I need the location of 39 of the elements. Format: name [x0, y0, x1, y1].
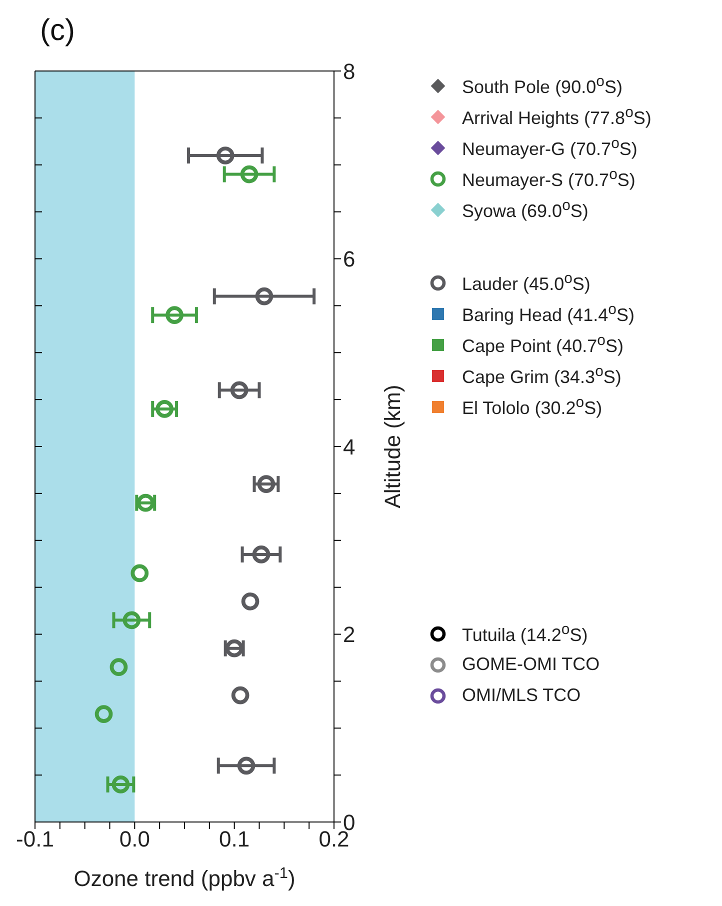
- legend-label: Baring Head (41.4$^{o}$S): [462, 301, 634, 326]
- point: [112, 776, 130, 794]
- point: [241, 592, 260, 610]
- point: [237, 756, 256, 775]
- point: [122, 611, 141, 630]
- point: [230, 381, 248, 400]
- legend-label: El Tololo (30.2$^{o}$S): [462, 394, 602, 419]
- point: [166, 306, 184, 324]
- legend-label: Arrival Heights (77.8$^{o}$S): [462, 104, 652, 129]
- y-tick-label: 2: [343, 622, 356, 648]
- legend-label: Cape Point (40.7$^{o}$S): [462, 332, 624, 357]
- chart-title: (c): [40, 14, 75, 48]
- point: [94, 705, 113, 723]
- point: [216, 146, 234, 164]
- x-tick-label: 0.0: [119, 826, 150, 852]
- x-axis-title: Ozone trend (ppbv a$^{-1}$): [74, 864, 296, 891]
- y-tick-label: 6: [343, 246, 356, 272]
- point: [156, 400, 174, 418]
- point: [257, 475, 276, 493]
- point: [252, 546, 270, 564]
- x-tick-label: 0.1: [219, 826, 250, 852]
- legend-label: Lauder (45.0$^{o}$S): [462, 270, 590, 295]
- x-tick-label: -0.1: [16, 826, 54, 852]
- legend-label: Neumayer-S (70.7$^{o}$S): [462, 166, 636, 191]
- legend-label: OMI/MLS TCO: [462, 685, 581, 706]
- legend-label: Tutuila (14.2$^{o}$S): [462, 621, 588, 646]
- point: [231, 686, 250, 704]
- legend-label: Syowa (69.0$^{o}$S): [462, 197, 588, 222]
- y-tick-label: 4: [343, 434, 356, 460]
- legend-label: South Pole (90.0$^{o}$S): [462, 73, 622, 98]
- y-tick-label: 8: [343, 58, 356, 84]
- y-axis-title: Altitude (km): [380, 384, 405, 508]
- point: [110, 658, 128, 676]
- legend-label: Neumayer-G (70.7$^{o}$S): [462, 135, 638, 160]
- legend-label: GOME-OMI TCO: [462, 654, 600, 675]
- point: [130, 564, 149, 582]
- point: [255, 287, 274, 306]
- point: [240, 165, 258, 184]
- legend-label: Cape Grim (34.3$^{o}$S): [462, 363, 622, 388]
